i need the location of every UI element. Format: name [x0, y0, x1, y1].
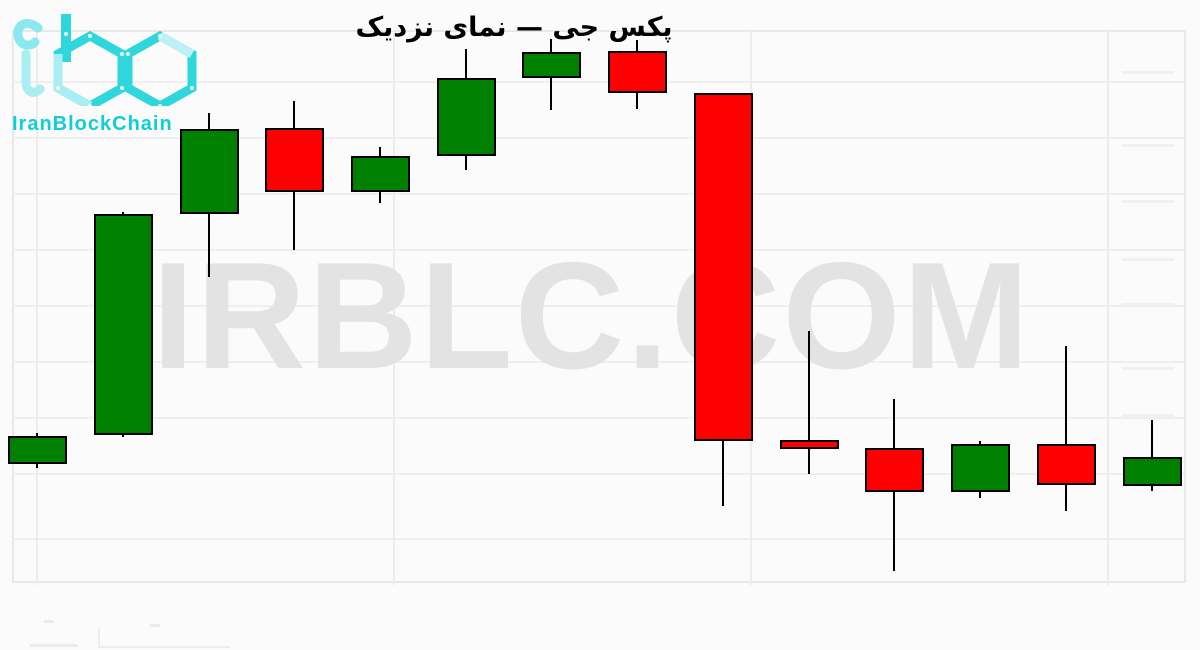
erased-label-ghost [98, 628, 230, 648]
watermark-text: IRBLC.COM [152, 231, 1032, 401]
candlestick-bullish [7, 436, 67, 464]
erased-label-ghost [1122, 144, 1174, 147]
horizontal-gridline [13, 193, 1186, 195]
horizontal-gridline [13, 538, 1186, 540]
erased-label-ghost [1122, 414, 1174, 417]
candlestick-bullish [93, 214, 153, 435]
candle-wick [1151, 420, 1153, 491]
horizontal-gridline [13, 137, 1186, 139]
vertical-gridline [1107, 30, 1109, 585]
candlestick-bearish [779, 440, 839, 449]
horizontal-gridline [13, 249, 1186, 251]
candlestick-bearish [607, 51, 667, 93]
horizontal-gridline [13, 473, 1186, 475]
erased-label-ghost [1122, 303, 1174, 306]
candlestick-bullish [350, 156, 410, 192]
candlestick-bullish [179, 129, 239, 214]
candle-wick [1065, 346, 1067, 511]
erased-label-ghost [1122, 367, 1174, 370]
erased-label-ghost [44, 620, 54, 623]
candle-wick [808, 331, 810, 474]
logo-wordmark: IranBlockChain [12, 113, 173, 135]
erased-label-ghost [150, 624, 160, 627]
erased-label-ghost [1122, 200, 1174, 203]
horizontal-gridline [13, 417, 1186, 419]
vertical-gridline [36, 30, 38, 585]
hexagon-blockchain-logo-icon [13, 14, 197, 112]
horizontal-gridline [13, 81, 1186, 83]
candlestick-bullish [436, 78, 496, 156]
erased-label-ghost [30, 644, 78, 647]
horizontal-gridline [13, 361, 1186, 363]
candlestick-bearish [693, 93, 753, 441]
vertical-gridline [393, 30, 395, 585]
candlestick-bearish [864, 448, 924, 492]
candlestick-bearish [1036, 444, 1096, 485]
candlestick-bullish [950, 444, 1010, 492]
iranblockchain-logo: IranBlockChain [8, 6, 208, 136]
candlestick-bullish [521, 52, 581, 78]
horizontal-gridline [13, 305, 1186, 307]
candlestick-bearish [264, 128, 324, 192]
candlestick-bullish [1122, 457, 1182, 486]
chart-title: پکس جی — نمای نزدیک [355, 12, 673, 43]
erased-label-ghost [1122, 258, 1174, 261]
erased-label-ghost [1122, 71, 1174, 74]
